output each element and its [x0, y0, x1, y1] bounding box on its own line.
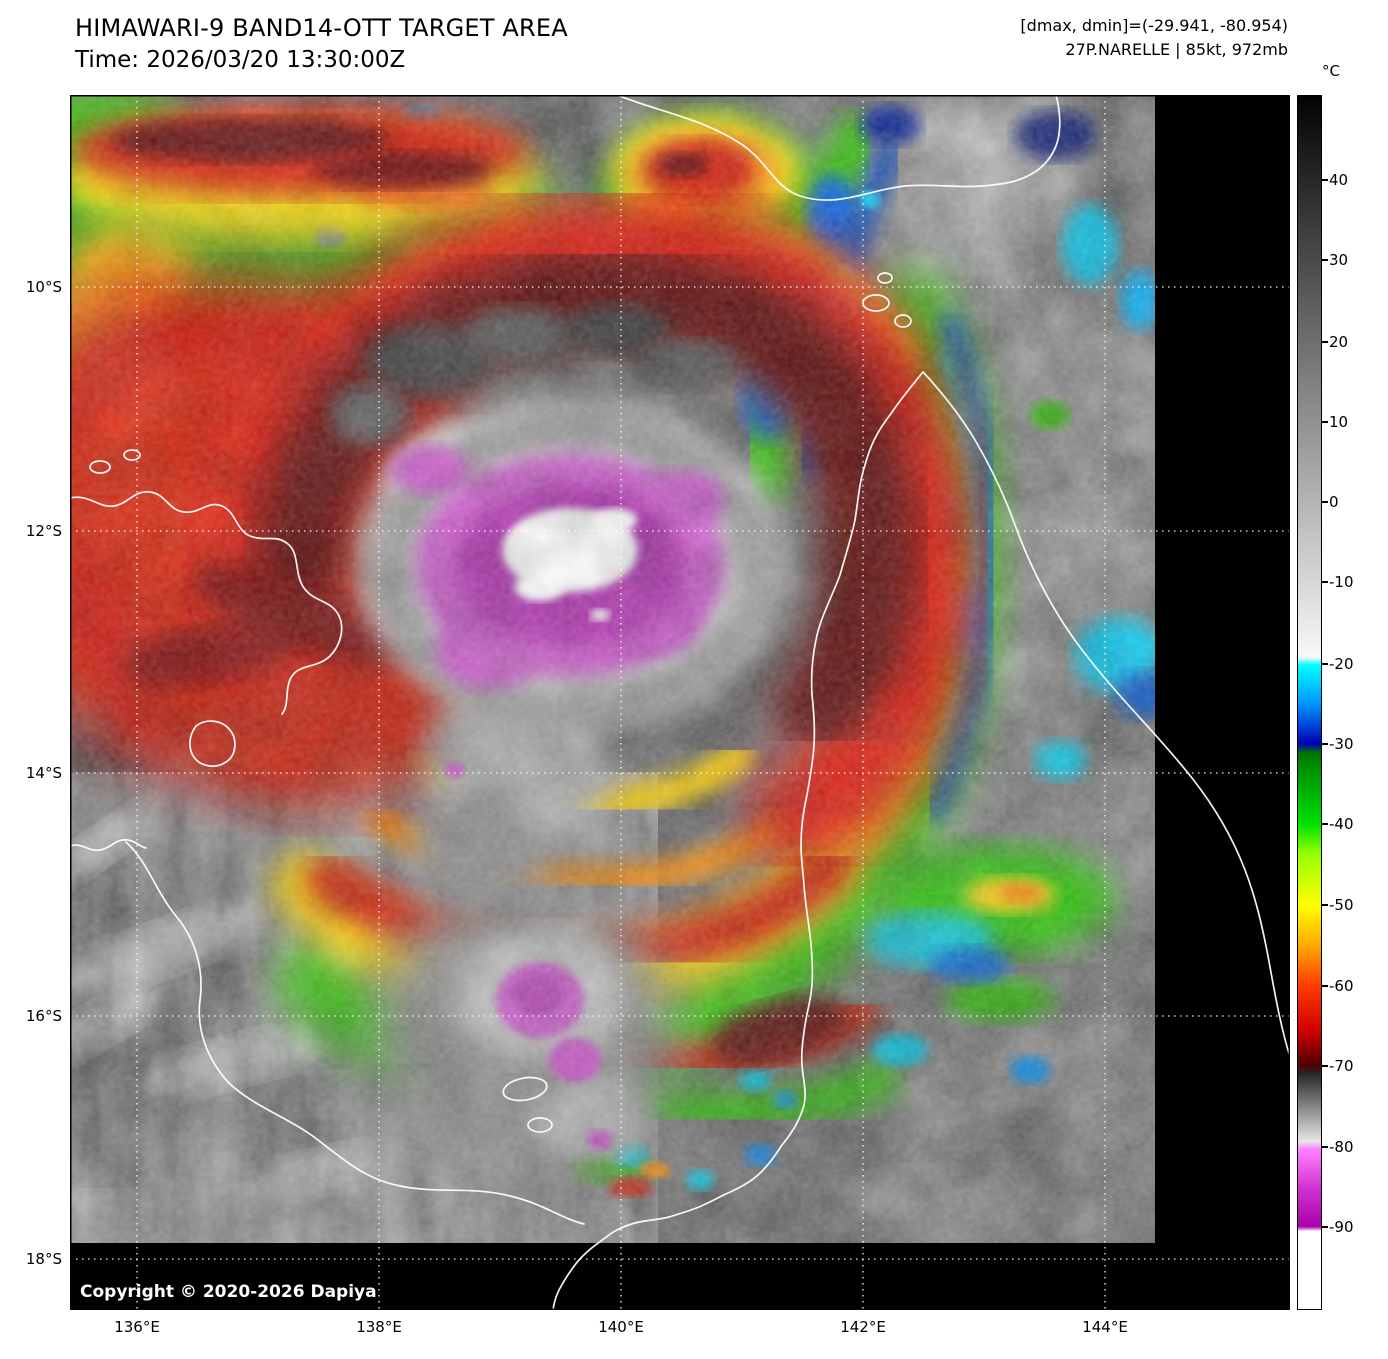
colorbar-tick-label: -10 [1329, 573, 1354, 591]
colorbar-tick-label: 10 [1329, 413, 1349, 431]
colorbar-tickmark [1322, 743, 1328, 745]
colorbar-tick-label: -50 [1329, 896, 1354, 914]
lon-tick-label: 144°E [1082, 1318, 1128, 1336]
copyright-watermark: Copyright © 2020-2026 Dapiya [80, 1282, 377, 1302]
colorbar-tickmark [1322, 1146, 1328, 1148]
lat-tick-label: 16°S [25, 1007, 62, 1025]
lon-tick-label: 140°E [598, 1318, 644, 1336]
colorbar-tick-label: -30 [1329, 735, 1354, 753]
storm-info: 27P.NARELLE | 85kt, 972mb [1065, 40, 1288, 59]
dmax-dmin-readout: [dmax, dmin]=(-29.941, -80.954) [1020, 16, 1288, 35]
colorbar-tickmark [1322, 341, 1328, 343]
colorbar-tick-label: -80 [1329, 1138, 1354, 1156]
lon-tick-label: 136°E [114, 1318, 160, 1336]
lat-tick-label: 14°S [25, 764, 62, 782]
graticule [70, 95, 1290, 1310]
colorbar-tick-label: -90 [1329, 1218, 1354, 1236]
map-border [70, 95, 1290, 1310]
satellite-image [70, 95, 1290, 1310]
lat-tick-label: 12°S [25, 522, 62, 540]
colorbar-tick-label: -70 [1329, 1057, 1354, 1075]
colorbar-tickmark [1322, 179, 1328, 181]
colorbar-tickmark [1322, 581, 1328, 583]
colorbar-tick-label: 40 [1329, 171, 1349, 189]
colorbar-tick-label: -40 [1329, 815, 1354, 833]
lon-tick-label: 142°E [840, 1318, 886, 1336]
colorbar-tickmark [1322, 501, 1328, 503]
colorbar-tickmark [1322, 985, 1328, 987]
colorbar-tickmark [1322, 1065, 1328, 1067]
page-title: HIMAWARI-9 BAND14-OTT TARGET AREA [75, 14, 568, 42]
lat-tick-label: 18°S [25, 1250, 62, 1268]
coastline [70, 95, 1290, 1310]
colorbar-tickmark [1322, 1226, 1328, 1228]
colorbar-tickmark [1322, 904, 1328, 906]
satellite-map: Copyright © 2020-2026 Dapiya [70, 95, 1290, 1310]
temperature-colorbar [1297, 95, 1322, 1310]
colorbar-tick-label: 30 [1329, 251, 1349, 269]
lat-tick-label: 10°S [25, 278, 62, 296]
colorbar-tick-label: 20 [1329, 333, 1349, 351]
colorbar-tick-label: 0 [1329, 493, 1339, 511]
lon-tick-label: 138°E [356, 1318, 402, 1336]
timestamp: Time: 2026/03/20 13:30:00Z [75, 47, 406, 73]
colorbar-tickmark [1322, 259, 1328, 261]
colorbar-tickmark [1322, 663, 1328, 665]
colorbar-unit-label: °C [1322, 62, 1340, 80]
colorbar-tickmark [1322, 823, 1328, 825]
colorbar-tick-label: -60 [1329, 977, 1354, 995]
colorbar-tickmark [1322, 421, 1328, 423]
colorbar-tick-label: -20 [1329, 655, 1354, 673]
